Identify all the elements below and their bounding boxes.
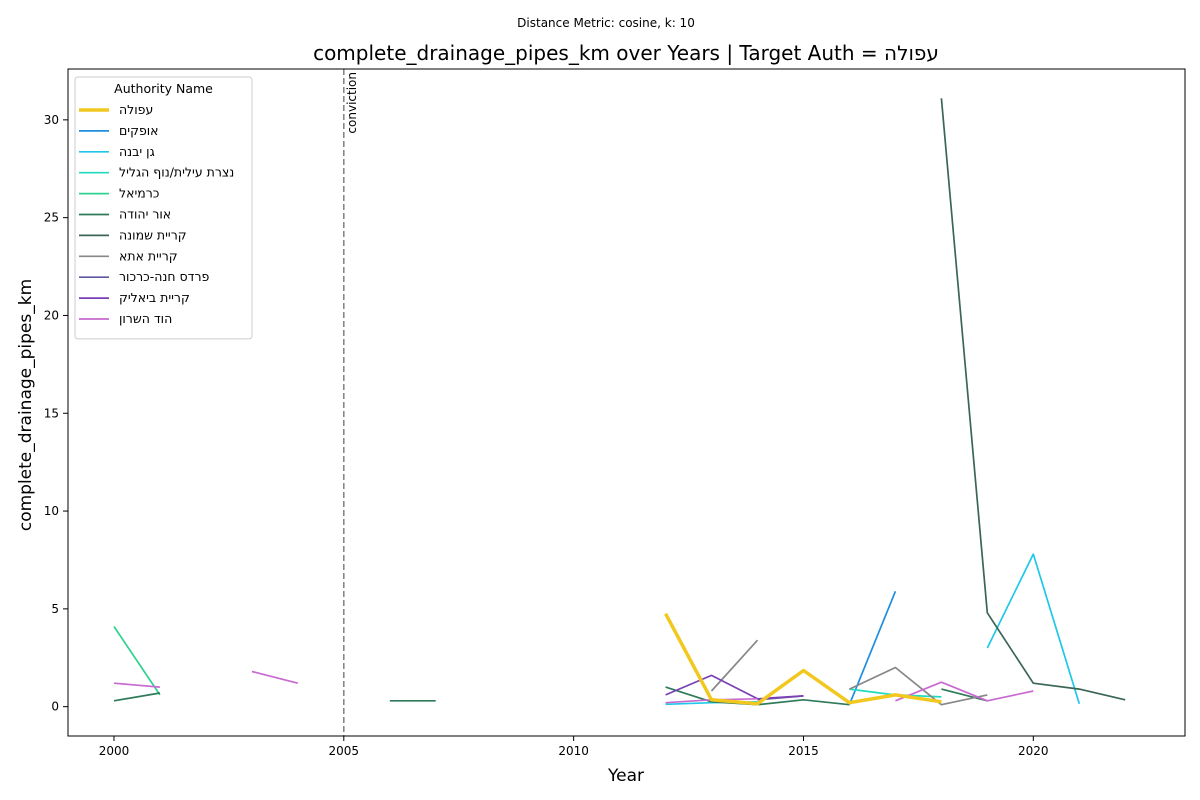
legend-box <box>74 76 253 340</box>
legend-label-6: קריית שמונה <box>119 227 187 242</box>
legend-title: Authority Name <box>114 81 213 96</box>
plot-area: conviction <box>113 69 1126 736</box>
annotation-label: conviction <box>345 72 359 134</box>
series-line-9 <box>665 674 804 700</box>
legend-label-10: הוד השרון <box>119 311 172 326</box>
legend-label-5: אור יהודה <box>119 207 171 222</box>
y-tick-label: 25 <box>44 211 59 225</box>
axes: 2000 2005 2010 2015 2020 0 5 10 15 20 25 30 <box>44 113 1049 758</box>
y-tick-label: 15 <box>44 406 59 420</box>
x-tick-label: 2020 <box>1018 744 1049 758</box>
legend-label-8: פרדס חנה-כרכור <box>119 269 210 284</box>
legend: Authority Name עפולה אופקים גן יבנה נצרת עיל… <box>74 76 253 340</box>
y-tick-label: 10 <box>44 504 59 518</box>
series-line-0 <box>664 612 942 706</box>
axes-frame <box>67 68 1186 737</box>
series-line-1 <box>848 590 897 706</box>
series-line-6 <box>940 98 1126 701</box>
y-tick-label: 30 <box>44 113 59 127</box>
legend-label-0: עפולה <box>119 102 153 117</box>
chart-title: complete_drainage_pipes_km over Years | … <box>313 41 939 65</box>
y-tick-label: 20 <box>44 308 59 322</box>
y-axis-label: complete_drainage_pipes_km <box>16 279 36 531</box>
x-tick-label: 2000 <box>99 744 130 758</box>
series-line-2 <box>665 553 1081 706</box>
x-tick-label: 2015 <box>788 744 819 758</box>
legend-label-2: גן יבנה <box>119 144 155 159</box>
series-line-7 <box>710 639 988 706</box>
legend-label-1: אופקים <box>119 123 159 138</box>
x-tick-label: 2010 <box>558 744 589 758</box>
legend-label-3: נצרת עילית/נוף הגליל <box>119 165 234 180</box>
chart-suptitle: Distance Metric: cosine, k: 10 <box>517 16 695 30</box>
series-line-4 <box>113 626 161 696</box>
legend-label-9: קריית ביאליק <box>119 290 190 305</box>
series-line-5 <box>113 686 988 706</box>
legend-label-7: קריית אתא <box>119 248 178 263</box>
y-tick-label: 5 <box>51 602 59 616</box>
y-tick-label: 0 <box>51 700 59 714</box>
series-line-10 <box>113 670 1034 704</box>
x-axis-label: Year <box>607 766 644 786</box>
legend-label-4: כרמיאל <box>119 186 159 201</box>
x-tick-label: 2005 <box>329 744 360 758</box>
